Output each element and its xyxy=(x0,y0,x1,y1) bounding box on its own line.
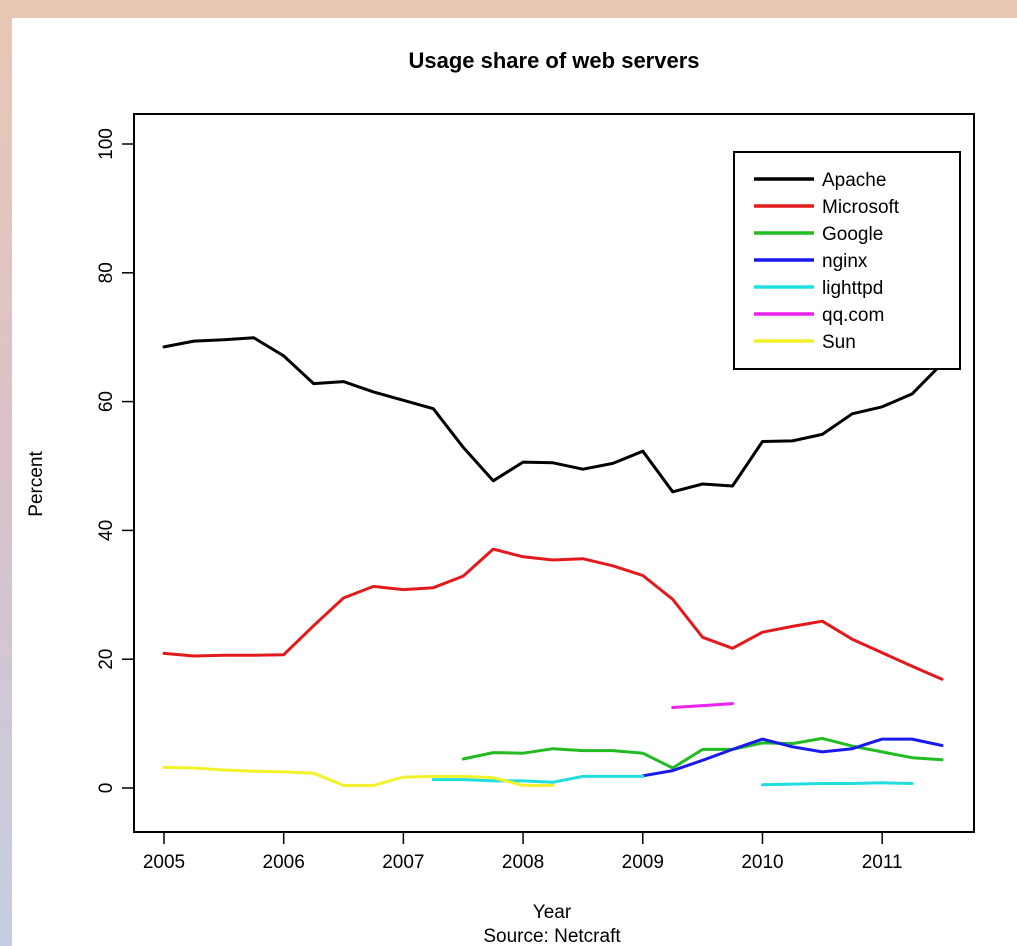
chart-panel: Usage share of web servers 2005 2006 2007 2… xyxy=(12,18,1017,946)
series-lighttpd xyxy=(431,774,914,787)
series-nginx xyxy=(641,737,944,778)
series-layer xyxy=(162,336,944,787)
x-axis-label: Year xyxy=(533,902,572,923)
x-tick-label: 2008 xyxy=(502,852,544,873)
series-apache xyxy=(162,336,944,494)
series-qq-com xyxy=(671,702,734,709)
x-tick-label: 2006 xyxy=(263,852,305,873)
source-note: Source: Netcraft xyxy=(483,926,621,946)
y-tick-label: 20 xyxy=(96,649,117,670)
series-line xyxy=(162,547,944,681)
series-line xyxy=(162,765,555,787)
y-tick-label: 40 xyxy=(96,520,117,541)
y-tick-label: 100 xyxy=(96,128,117,160)
series-line xyxy=(671,702,734,709)
y-axis: 0 20 40 60 80 100 xyxy=(96,128,135,794)
y-axis-label: Percent xyxy=(26,451,47,517)
series-line xyxy=(431,774,645,784)
series-microsoft xyxy=(162,547,944,681)
legend-label: Google xyxy=(822,224,883,245)
legend-label: Microsoft xyxy=(822,197,900,218)
x-tick-label: 2007 xyxy=(382,852,424,873)
series-line xyxy=(761,781,914,787)
x-axis: 2005 2006 2007 2008 2009 2010 2011 xyxy=(143,831,903,873)
chart-title: Usage share of web servers xyxy=(408,48,699,73)
x-tick-label: 2009 xyxy=(622,852,664,873)
x-tick-label: 2010 xyxy=(741,852,783,873)
series-google xyxy=(461,736,944,770)
x-tick-label: 2011 xyxy=(862,852,903,873)
y-tick-label: 60 xyxy=(96,391,117,412)
legend-label: qq.com xyxy=(822,305,884,326)
series-sun xyxy=(162,765,555,787)
line-chart: Usage share of web servers 2005 2006 2007 2… xyxy=(26,48,975,946)
x-tick-label: 2005 xyxy=(143,852,185,873)
legend-label: Apache xyxy=(822,170,886,191)
legend-label: Sun xyxy=(822,332,856,353)
legend: Apache Microsoft Google nginx lighttpd qq.com… xyxy=(733,151,961,370)
series-line xyxy=(162,336,944,494)
legend-label: lighttpd xyxy=(822,278,883,299)
series-line xyxy=(641,737,944,778)
y-tick-label: 0 xyxy=(96,783,117,794)
series-line xyxy=(461,736,944,770)
y-tick-label: 80 xyxy=(96,262,117,283)
legend-label: nginx xyxy=(822,251,868,272)
